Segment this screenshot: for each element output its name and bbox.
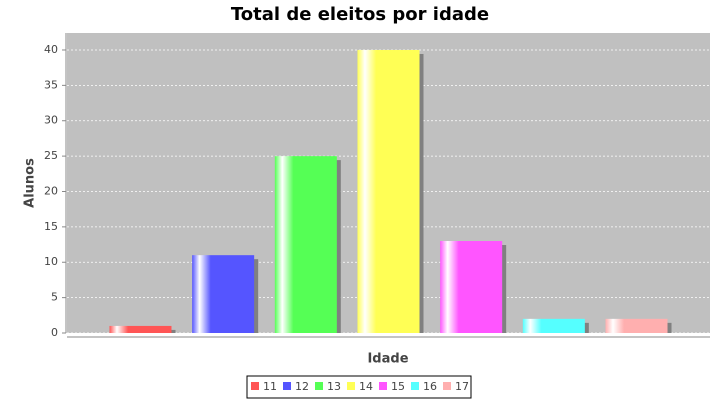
legend-label: 11	[263, 380, 277, 393]
bar	[522, 318, 585, 333]
y-axis-label: Alunos	[23, 158, 38, 208]
legend-swatch	[379, 382, 387, 390]
bar	[605, 318, 668, 333]
legend-label: 17	[455, 380, 469, 393]
legend-label: 15	[391, 380, 405, 393]
legend-swatch	[347, 382, 355, 390]
legend-box	[246, 375, 472, 399]
bar	[440, 241, 503, 333]
legend-swatch	[411, 382, 419, 390]
y-tick-label: 5	[51, 291, 58, 304]
legend: 11 12 13 14 15 16 17	[246, 375, 472, 399]
y-tick-label: 40	[44, 43, 58, 56]
y-tick-label: 35	[44, 78, 58, 91]
chart-title: Total de eleitos por idade	[231, 4, 489, 25]
y-tick-label: 10	[44, 255, 58, 268]
y-tick-label: 20	[44, 184, 58, 197]
legend-swatch	[283, 382, 291, 390]
bar	[357, 49, 420, 333]
legend-label: 16	[423, 380, 437, 393]
y-tick-label: 0	[51, 326, 58, 339]
y-tick-label: 15	[44, 220, 58, 233]
x-axis-label: Idade	[367, 352, 408, 367]
legend-swatch	[443, 382, 451, 390]
y-tick-label: 30	[44, 114, 58, 127]
legend-swatch	[251, 382, 259, 390]
bar	[192, 255, 255, 333]
y-tick-label: 25	[44, 149, 58, 162]
legend-swatch	[315, 382, 323, 390]
legend-label: 12	[295, 380, 309, 393]
bar	[109, 325, 172, 333]
legend-label: 14	[359, 380, 373, 393]
bar	[274, 156, 337, 333]
legend-label: 13	[327, 380, 341, 393]
